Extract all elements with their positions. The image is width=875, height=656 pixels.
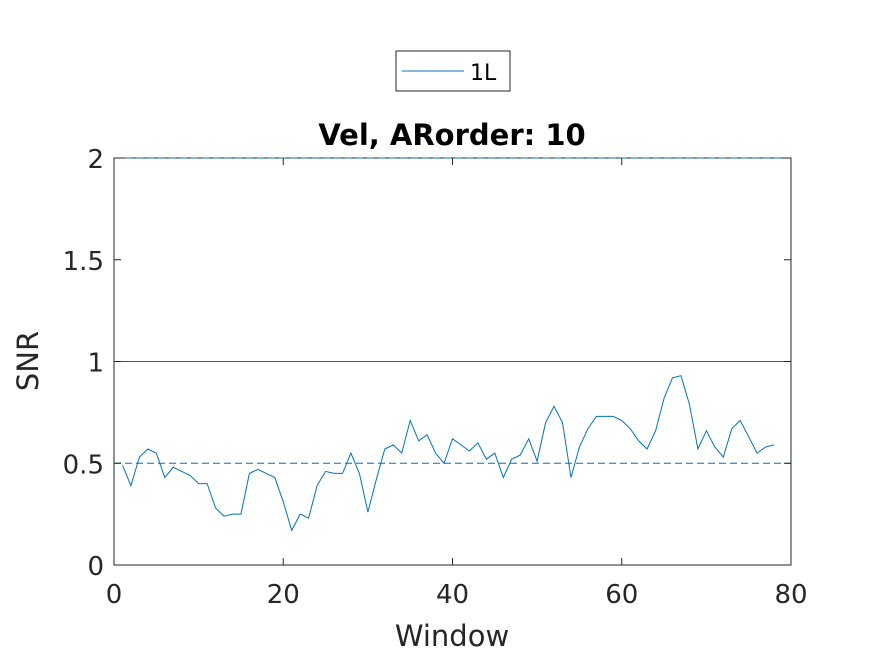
y-tick-label: 2 — [87, 145, 104, 175]
y-axis-label: SNR — [11, 331, 45, 391]
y-tick-label: 0 — [87, 552, 104, 582]
plot-area — [113, 157, 792, 566]
y-tick-label: 1 — [87, 349, 104, 379]
x-tick-label: 0 — [106, 580, 123, 610]
series-line-1L — [122, 375, 775, 532]
x-axis: 0 20 40 60 80 — [106, 158, 808, 610]
legend-entry-1L: 1L — [470, 61, 497, 86]
y-tick-label: 0.5 — [63, 450, 104, 480]
legend: 1L — [395, 50, 511, 92]
x-tick-label: 80 — [774, 580, 807, 610]
y-tick-label: 1.5 — [63, 247, 104, 277]
x-tick-label: 20 — [267, 580, 300, 610]
x-tick-label: 60 — [605, 580, 638, 610]
x-tick-label: 40 — [436, 580, 469, 610]
chart-title: Vel, ARorder: 10 — [318, 118, 585, 152]
reference-lines — [114, 157, 791, 464]
y-axis: 0 0.5 1 1.5 2 — [63, 145, 791, 582]
x-axis-label: Window — [395, 619, 509, 653]
